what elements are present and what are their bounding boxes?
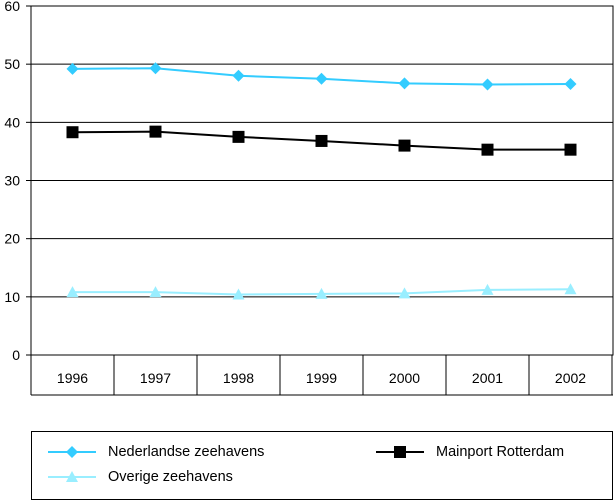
- x-tick-label: 2002: [555, 370, 586, 386]
- legend-item-mainport: Mainport Rotterdam: [376, 444, 564, 460]
- y-tick-label: 20: [4, 231, 20, 247]
- plot-frame: [30, 5, 614, 356]
- legend-swatch-triangle: [48, 471, 96, 482]
- x-tick-label: 1997: [140, 370, 171, 386]
- data-point-diamond: [66, 62, 79, 75]
- data-point-diamond: [315, 72, 328, 85]
- data-point-triangle: [315, 287, 328, 299]
- x-tick-label: 1996: [57, 370, 88, 386]
- legend-swatch-square: [376, 446, 424, 458]
- data-point-diamond: [481, 78, 494, 91]
- data-point-triangle: [481, 283, 494, 295]
- x-tick-label: 1998: [223, 370, 254, 386]
- legend: Nederlandse zeehavens Overige zeehavens …: [31, 431, 613, 500]
- data-point-square: [315, 134, 328, 147]
- y-tick-label: 10: [4, 289, 20, 305]
- data-point-square: [149, 125, 162, 138]
- data-point-square: [481, 143, 494, 156]
- x-tick-label: 2000: [389, 370, 420, 386]
- legend-item-nederlandse: Nederlandse zeehavens: [48, 444, 264, 460]
- y-tick-label: 60: [4, 0, 20, 14]
- data-point-diamond: [232, 69, 245, 82]
- legend-label: Mainport Rotterdam: [436, 444, 565, 460]
- x-tick-label: 1999: [306, 370, 337, 386]
- data-point-diamond: [398, 77, 411, 90]
- data-point-square: [232, 130, 245, 143]
- x-axis-ticks: 1996 1997 1998 1999 2000 2001 2002: [30, 355, 613, 395]
- line-chart: 0 10 20 30 40 50 60 1996 1997 1998 1999 2000 2001 20…: [4, 0, 614, 396]
- data-point-diamond: [149, 62, 162, 75]
- legend-label: Nederlandse zeehavens: [108, 444, 265, 460]
- data-point-triangle: [149, 286, 162, 298]
- legend-label: Overige zeehavens: [108, 469, 233, 485]
- y-tick-label: 0: [12, 347, 20, 363]
- y-tick-label: 30: [4, 173, 20, 189]
- series-triangle: [66, 283, 577, 300]
- series-diamond: [66, 62, 577, 91]
- data-point-square: [398, 139, 411, 152]
- legend-swatch-diamond: [48, 446, 96, 458]
- data-point-triangle: [398, 287, 411, 299]
- data-point-diamond: [564, 77, 577, 90]
- x-tick-label: 2001: [472, 370, 503, 386]
- data-point-triangle: [564, 283, 577, 295]
- gridlines: [31, 63, 613, 298]
- data-point-triangle: [66, 286, 79, 298]
- data-point-square: [564, 143, 577, 156]
- y-tick-label: 40: [4, 114, 20, 130]
- series-square: [66, 125, 577, 156]
- y-axis-ticks: 0 10 20 30 40 50 60: [4, 0, 31, 363]
- series-layer: [66, 62, 577, 300]
- legend-item-overige: Overige zeehavens: [48, 469, 233, 485]
- data-point-triangle: [232, 288, 245, 300]
- data-point-square: [66, 126, 79, 139]
- y-tick-label: 50: [4, 56, 20, 72]
